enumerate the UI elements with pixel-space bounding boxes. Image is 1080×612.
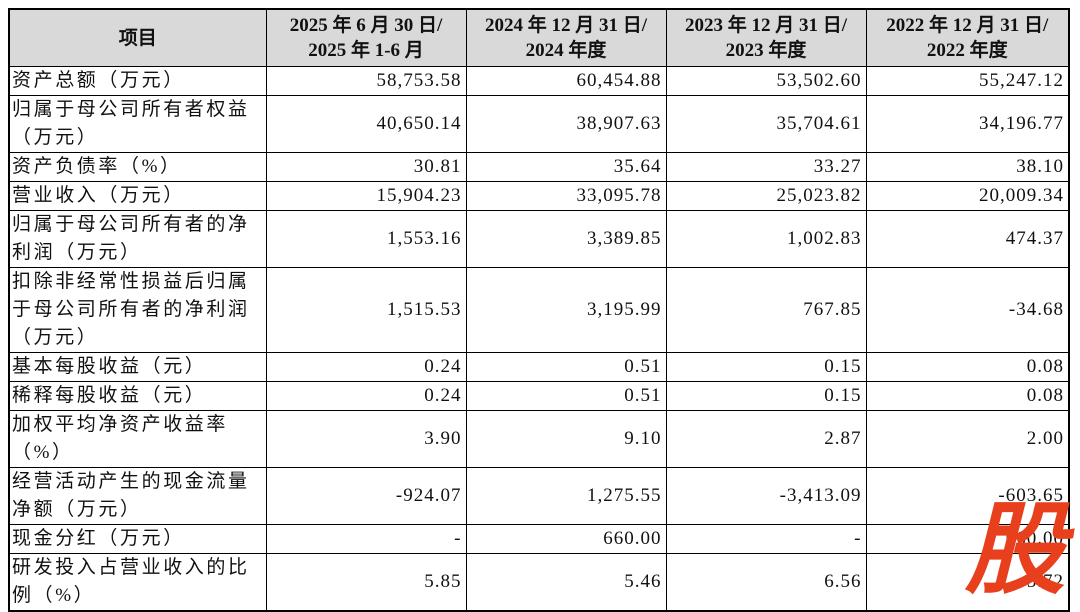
value-cell: 0.51 [465, 381, 667, 411]
header-cell: 2025 年 6 月 30 日/ 2025 年 1-6 月 [265, 8, 467, 67]
row-label: 归属于母公司所有者权益（万元） [8, 95, 267, 153]
value-cell: 3,195.99 [465, 267, 667, 353]
value-cell: 0.08 [865, 381, 1070, 411]
value-cell: - [665, 524, 867, 554]
row-label: 扣除非经常性损益后归属于母公司所有者的净利润（万元） [8, 267, 267, 353]
table-row: 扣除非经常性损益后归属于母公司所有者的净利润（万元） 1,515.53 3,195.… [8, 267, 1070, 353]
value-cell: 0.15 [665, 381, 867, 411]
value-cell: 55,247.12 [865, 66, 1070, 96]
value-cell: 474.37 [865, 210, 1070, 268]
table-row: 资产负债率（%） 30.81 35.64 33.27 38.10 [8, 152, 1070, 182]
value-cell: 38,907.63 [465, 95, 667, 153]
value-cell: 38.10 [865, 152, 1070, 182]
table-row: 研发投入占营业收入的比例（%） 5.85 5.46 6.56 5.72 [8, 553, 1070, 612]
value-cell: 25,023.82 [665, 181, 867, 211]
data-table: 项目 2025 年 6 月 30 日/ 2025 年 1-6 月 2024 年 12… [8, 8, 1070, 612]
row-label: 研发投入占营业收入的比例（%） [8, 553, 267, 612]
header-cell: 2024 年 12 月 31 日/ 2024 年度 [465, 8, 667, 67]
value-cell: 5.46 [465, 553, 667, 612]
value-cell: 0.15 [665, 352, 867, 382]
value-cell: 30.81 [265, 152, 467, 182]
value-cell: 3.90 [265, 410, 467, 468]
table-row: 经营活动产生的现金流量净额（万元） -924.07 1,275.55 -3,413.0… [8, 467, 1070, 525]
table-row: 归属于母公司所有者权益（万元） 40,650.14 38,907.63 35,704.… [8, 95, 1070, 153]
table-row: 现金分红（万元） -660.00-660.00 [8, 524, 1070, 554]
value-cell: 1,553.16 [265, 210, 467, 268]
table-row: 加权平均净资产收益率（%） 3.90 9.10 2.87 2.00 [8, 410, 1070, 468]
value-cell: -3,413.09 [665, 467, 867, 525]
value-cell: 58,753.58 [265, 66, 467, 96]
value-cell: 35.64 [465, 152, 667, 182]
value-cell: 6.56 [665, 553, 867, 612]
value-cell: 3,389.85 [465, 210, 667, 268]
value-cell: -34.68 [865, 267, 1070, 353]
table-row: 稀释每股收益（元） 0.24 0.51 0.15 0.08 [8, 381, 1070, 411]
row-label: 经营活动产生的现金流量净额（万元） [8, 467, 267, 525]
table-body: 资产总额（万元） 58,753.58 60,454.88 53,502.60 55,24… [8, 66, 1070, 612]
row-label: 稀释每股收益（元） [8, 381, 267, 411]
value-cell: 34,196.77 [865, 95, 1070, 153]
value-cell: 0.08 [865, 352, 1070, 382]
watermark: 股 [965, 491, 1065, 608]
value-cell: 53,502.60 [665, 66, 867, 96]
value-cell: 0.24 [265, 352, 467, 382]
value-cell: 9.10 [465, 410, 667, 468]
row-label: 营业收入（万元） [8, 181, 267, 211]
value-cell: -924.07 [265, 467, 467, 525]
value-cell: 15,904.23 [265, 181, 467, 211]
value-cell: 33,095.78 [465, 181, 667, 211]
header-cell: 2022 年 12 月 31 日/ 2022 年度 [865, 8, 1070, 67]
row-label: 归属于母公司所有者的净利润（万元） [8, 210, 267, 268]
value-cell: 0.51 [465, 352, 667, 382]
value-cell: 60,454.88 [465, 66, 667, 96]
value-cell: 767.85 [665, 267, 867, 353]
value-cell: 0.24 [265, 381, 467, 411]
value-cell: 2.00 [865, 410, 1070, 468]
header-row: 项目 2025 年 6 月 30 日/ 2025 年 1-6 月 2024 年 12… [8, 8, 1070, 67]
value-cell: 660.00 [465, 524, 667, 554]
value-cell: 35,704.61 [665, 95, 867, 153]
value-cell: 2.87 [665, 410, 867, 468]
value-cell: - [265, 524, 467, 554]
header-cell: 项目 [8, 8, 267, 67]
value-cell: 1,515.53 [265, 267, 467, 353]
table-row: 资产总额（万元） 58,753.58 60,454.88 53,502.60 55,24… [8, 66, 1070, 96]
value-cell: 40,650.14 [265, 95, 467, 153]
value-cell: 1,002.83 [665, 210, 867, 268]
value-cell: 660.00 [865, 524, 1070, 554]
value-cell: 5.85 [265, 553, 467, 612]
table-row: 基本每股收益（元） 0.24 0.51 0.15 0.08 [8, 352, 1070, 382]
table-row: 归属于母公司所有者的净利润（万元） 1,553.16 3,389.85 1,002.8… [8, 210, 1070, 268]
row-label: 基本每股收益（元） [8, 352, 267, 382]
header-cell: 2023 年 12 月 31 日/ 2023 年度 [665, 8, 867, 67]
table-row: 营业收入（万元） 15,904.23 33,095.78 25,023.82 20,00… [8, 181, 1070, 211]
row-label: 资产负债率（%） [8, 152, 267, 182]
value-cell: -603.65 [865, 467, 1070, 525]
row-label: 现金分红（万元） [8, 524, 267, 554]
value-cell: 33.27 [665, 152, 867, 182]
value-cell: 20,009.34 [865, 181, 1070, 211]
row-label: 资产总额（万元） [8, 66, 267, 96]
value-cell: 1,275.55 [465, 467, 667, 525]
row-label: 加权平均净资产收益率（%） [8, 410, 267, 468]
